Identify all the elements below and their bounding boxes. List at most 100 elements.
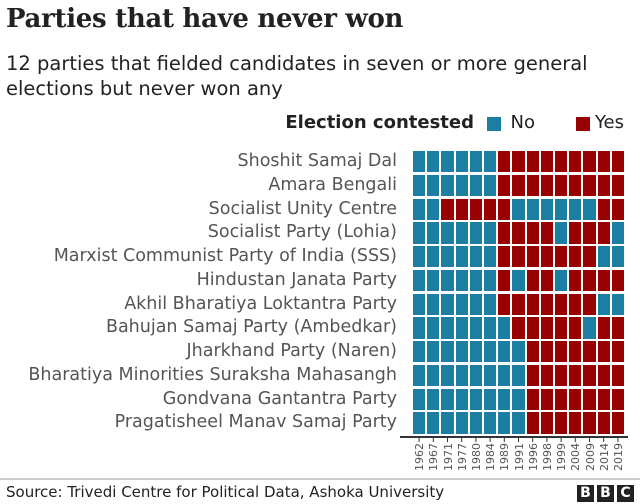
heatmap-cell [484, 174, 497, 196]
heatmap-cell [427, 198, 440, 220]
heatmap-cell [441, 364, 454, 386]
row-label: Gondvana Gantantra Party [162, 388, 397, 409]
heatmap-cell [413, 364, 426, 386]
heatmap-cell [597, 364, 610, 386]
heatmap-cell [540, 198, 553, 220]
heatmap-cell [455, 412, 468, 434]
heatmap-cell [526, 198, 539, 220]
heatmap-cell [597, 293, 610, 315]
heatmap-cell [526, 317, 539, 339]
heatmap-cell [555, 341, 568, 363]
heatmap-cell [455, 269, 468, 291]
heatmap-cell [413, 317, 426, 339]
heatmap-cell [583, 293, 596, 315]
heatmap-cell [413, 388, 426, 410]
heatmap-cell [469, 174, 482, 196]
heatmap-cell [427, 246, 440, 268]
heatmap-cell [597, 151, 610, 173]
heatmap-cell [469, 246, 482, 268]
row-label: Shoshit Samaj Dal [237, 151, 398, 171]
heatmap-cell [526, 174, 539, 196]
row-label: Pragatisheel Manav Samaj Party [114, 412, 397, 433]
heatmap-cell [484, 364, 497, 386]
heatmap-cell [540, 317, 553, 339]
chart-subtitle: 12 parties that fielded candidates in se… [6, 52, 588, 100]
heatmap-cell [583, 364, 596, 386]
heatmap-cell [526, 151, 539, 173]
heatmap-cell [413, 412, 426, 434]
heatmap-cell [427, 317, 440, 339]
heatmap-cell [455, 388, 468, 410]
heatmap-cell [484, 388, 497, 410]
heatmap-cell [611, 412, 624, 434]
heatmap-cell [469, 412, 482, 434]
heatmap-cell [569, 317, 582, 339]
heatmap-cell [413, 341, 426, 363]
heatmap-cell [611, 174, 624, 196]
row-label: Amara Bengali [268, 174, 397, 195]
heatmap-cell [597, 198, 610, 220]
heatmap-cell [441, 222, 454, 244]
heatmap-cell [498, 412, 511, 434]
heatmap-cell [512, 246, 525, 268]
row-label: Bahujan Samaj Party (Ambedkar) [105, 317, 397, 338]
heatmap-cell [469, 151, 482, 173]
legend-label-yes: Yes [594, 112, 624, 133]
heatmap-cell [540, 246, 553, 268]
heatmap-cell [569, 293, 582, 315]
heatmap-cell [469, 198, 482, 220]
heatmap-cell [498, 246, 511, 268]
heatmap-cell [611, 198, 624, 220]
heatmap-cell [540, 293, 553, 315]
heatmap-cell [597, 246, 610, 268]
heatmap-cell [441, 412, 454, 434]
heatmap-cell [469, 269, 482, 291]
heatmap-cell [597, 269, 610, 291]
heatmap-cell [583, 151, 596, 173]
row-label: Akhil Bharatiya Loktantra Party [124, 293, 397, 314]
heatmap-cell [583, 388, 596, 410]
heatmap-cell [498, 151, 511, 173]
heatmap-cell [484, 317, 497, 339]
heatmap-cell [441, 341, 454, 363]
heatmap-cell [526, 388, 539, 410]
heatmap-cell [583, 222, 596, 244]
legend-swatch-no [487, 117, 501, 131]
heatmap-cell [455, 174, 468, 196]
heatmap-cell [441, 388, 454, 410]
heatmap-cell [583, 198, 596, 220]
row-label: Socialist Unity Centre [208, 198, 397, 219]
heatmap-cell [455, 198, 468, 220]
heatmap-cell [512, 364, 525, 386]
heatmap-cell [484, 246, 497, 268]
heatmap-cell [427, 412, 440, 434]
heatmap-cell [427, 269, 440, 291]
heatmap-cell [441, 151, 454, 173]
legend-swatch-yes [576, 117, 590, 131]
heatmap-cell [597, 388, 610, 410]
heatmap-cell [413, 174, 426, 196]
heatmap-cell [498, 198, 511, 220]
heatmap-cell [597, 222, 610, 244]
heatmap-cell [597, 317, 610, 339]
heatmap-cell [569, 174, 582, 196]
heatmap-cell [484, 412, 497, 434]
heatmap-cell [555, 198, 568, 220]
heatmap-cell [512, 412, 525, 434]
heatmap-cell [512, 198, 525, 220]
heatmap-cell [427, 341, 440, 363]
heatmap-cell [413, 293, 426, 315]
heatmap-cell [526, 341, 539, 363]
heatmap-cell [469, 364, 482, 386]
heatmap-cell [455, 151, 468, 173]
heatmap-cell [540, 222, 553, 244]
heatmap-cell [512, 293, 525, 315]
heatmap-cell [611, 293, 624, 315]
heatmap-cell [484, 341, 497, 363]
heatmap-cell [498, 388, 511, 410]
heatmap-cell [512, 269, 525, 291]
heatmap-cell [498, 341, 511, 363]
heatmap-cell [512, 222, 525, 244]
heatmap-cell [583, 246, 596, 268]
heatmap-cell [526, 364, 539, 386]
